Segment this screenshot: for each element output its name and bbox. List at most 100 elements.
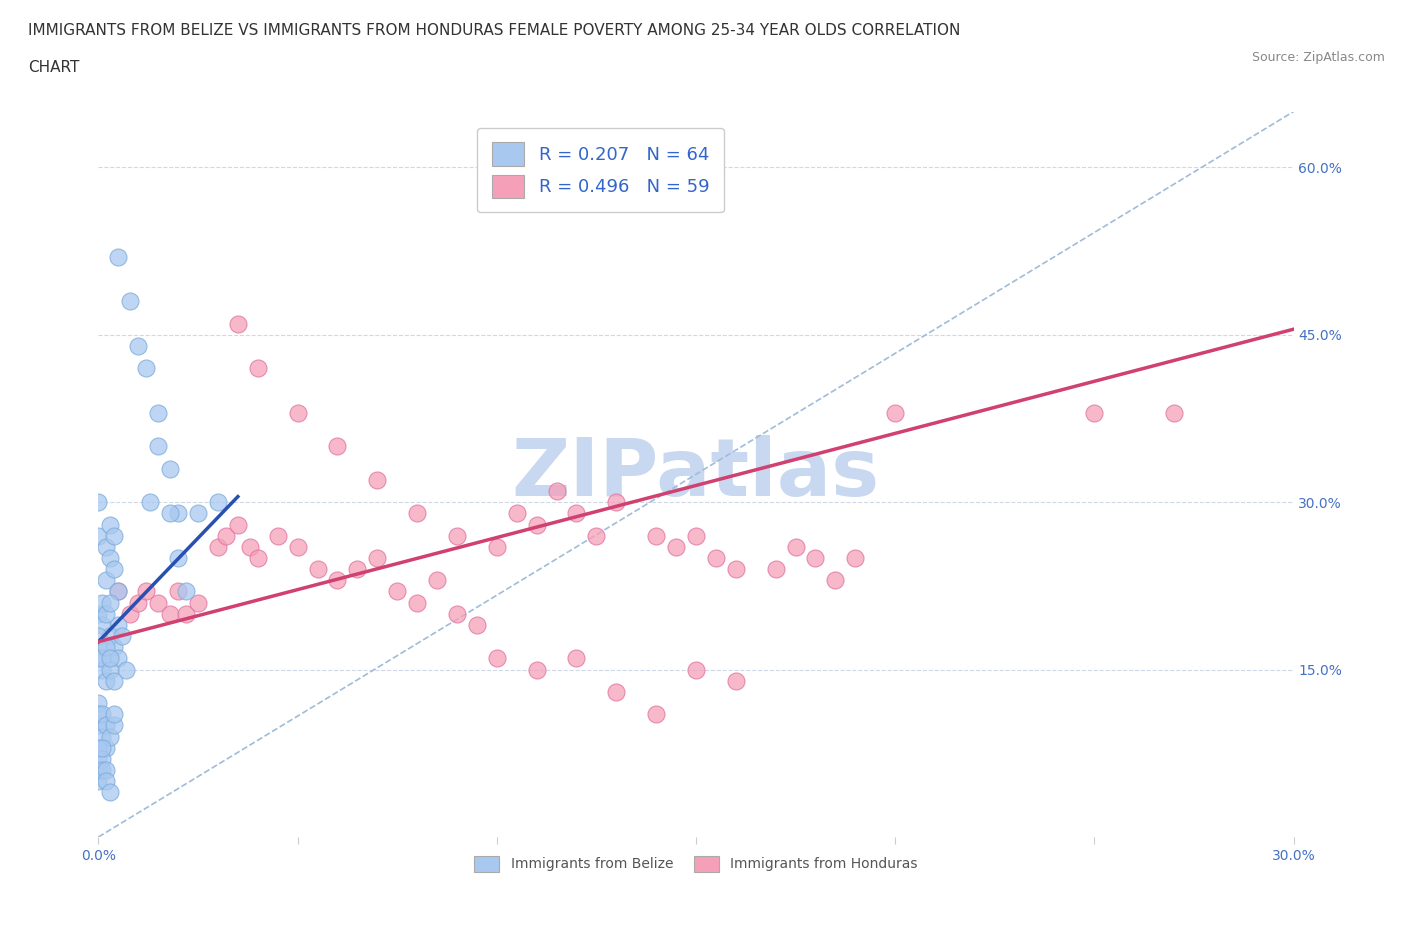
Point [785,539,807,554]
Point [91,751,114,766]
Point [98,662,122,677]
Point [167,551,190,565]
Point [605,495,627,510]
Point [96,573,118,588]
Point [804,551,827,565]
Point [884,405,907,420]
Point [645,707,668,722]
Point [96,673,118,688]
Point [287,405,309,420]
Point [685,662,707,677]
Point [207,539,229,554]
Point [120,294,142,309]
Point [135,361,157,376]
Point [107,584,129,599]
Point [346,562,368,577]
Point [207,495,229,510]
Point [98,651,122,666]
Point [87,718,110,733]
Point [226,316,249,331]
Point [98,629,122,644]
Point [96,539,118,554]
Point [96,740,118,755]
Point [120,606,142,621]
Point [91,729,114,744]
Point [139,495,162,510]
Point [585,528,607,543]
Point [187,595,209,610]
Point [526,517,548,532]
Point [565,506,588,521]
Point [174,584,197,599]
Point [98,595,122,610]
Point [148,595,170,610]
Point [406,506,429,521]
Point [765,562,787,577]
Legend: Immigrants from Belize, Immigrants from Honduras: Immigrants from Belize, Immigrants from … [468,850,924,877]
Point [111,629,134,644]
Point [226,517,249,532]
Point [87,740,110,755]
Point [107,618,129,632]
Point [239,539,262,554]
Point [96,763,118,777]
Point [87,606,110,621]
Point [704,551,727,565]
Point [96,640,118,655]
Point [366,551,388,565]
Point [446,528,468,543]
Point [87,774,110,789]
Text: CHART: CHART [28,60,80,75]
Point [1083,405,1105,420]
Point [159,606,181,621]
Point [98,785,122,800]
Point [98,729,122,744]
Point [87,651,110,666]
Point [1163,405,1185,420]
Point [246,361,269,376]
Point [127,339,149,353]
Point [87,696,110,711]
Point [91,595,114,610]
Point [87,528,110,543]
Point [87,751,110,766]
Point [187,506,209,521]
Point [406,595,429,610]
Point [98,517,122,532]
Point [91,763,114,777]
Point [159,461,181,476]
Point [246,551,269,565]
Point [148,439,170,454]
Point [103,640,125,655]
Point [96,718,118,733]
Point [96,774,118,789]
Text: Source: ZipAtlas.com: Source: ZipAtlas.com [1251,51,1385,64]
Point [96,606,118,621]
Point [91,618,114,632]
Point [724,562,747,577]
Point [159,506,181,521]
Point [465,618,488,632]
Point [446,606,468,621]
Text: IMMIGRANTS FROM BELIZE VS IMMIGRANTS FROM HONDURAS FEMALE POVERTY AMONG 25-34 YE: IMMIGRANTS FROM BELIZE VS IMMIGRANTS FRO… [28,23,960,38]
Point [91,651,114,666]
Point [87,707,110,722]
Point [148,405,170,420]
Point [824,573,846,588]
Point [167,506,190,521]
Point [506,506,529,521]
Point [724,673,747,688]
Point [91,662,114,677]
Point [135,584,157,599]
Point [685,528,707,543]
Point [307,562,329,577]
Point [645,528,668,543]
Point [115,662,138,677]
Point [565,651,588,666]
Point [267,528,290,543]
Point [87,629,110,644]
Point [91,707,114,722]
Point [167,584,190,599]
Point [107,584,129,599]
Point [526,662,548,677]
